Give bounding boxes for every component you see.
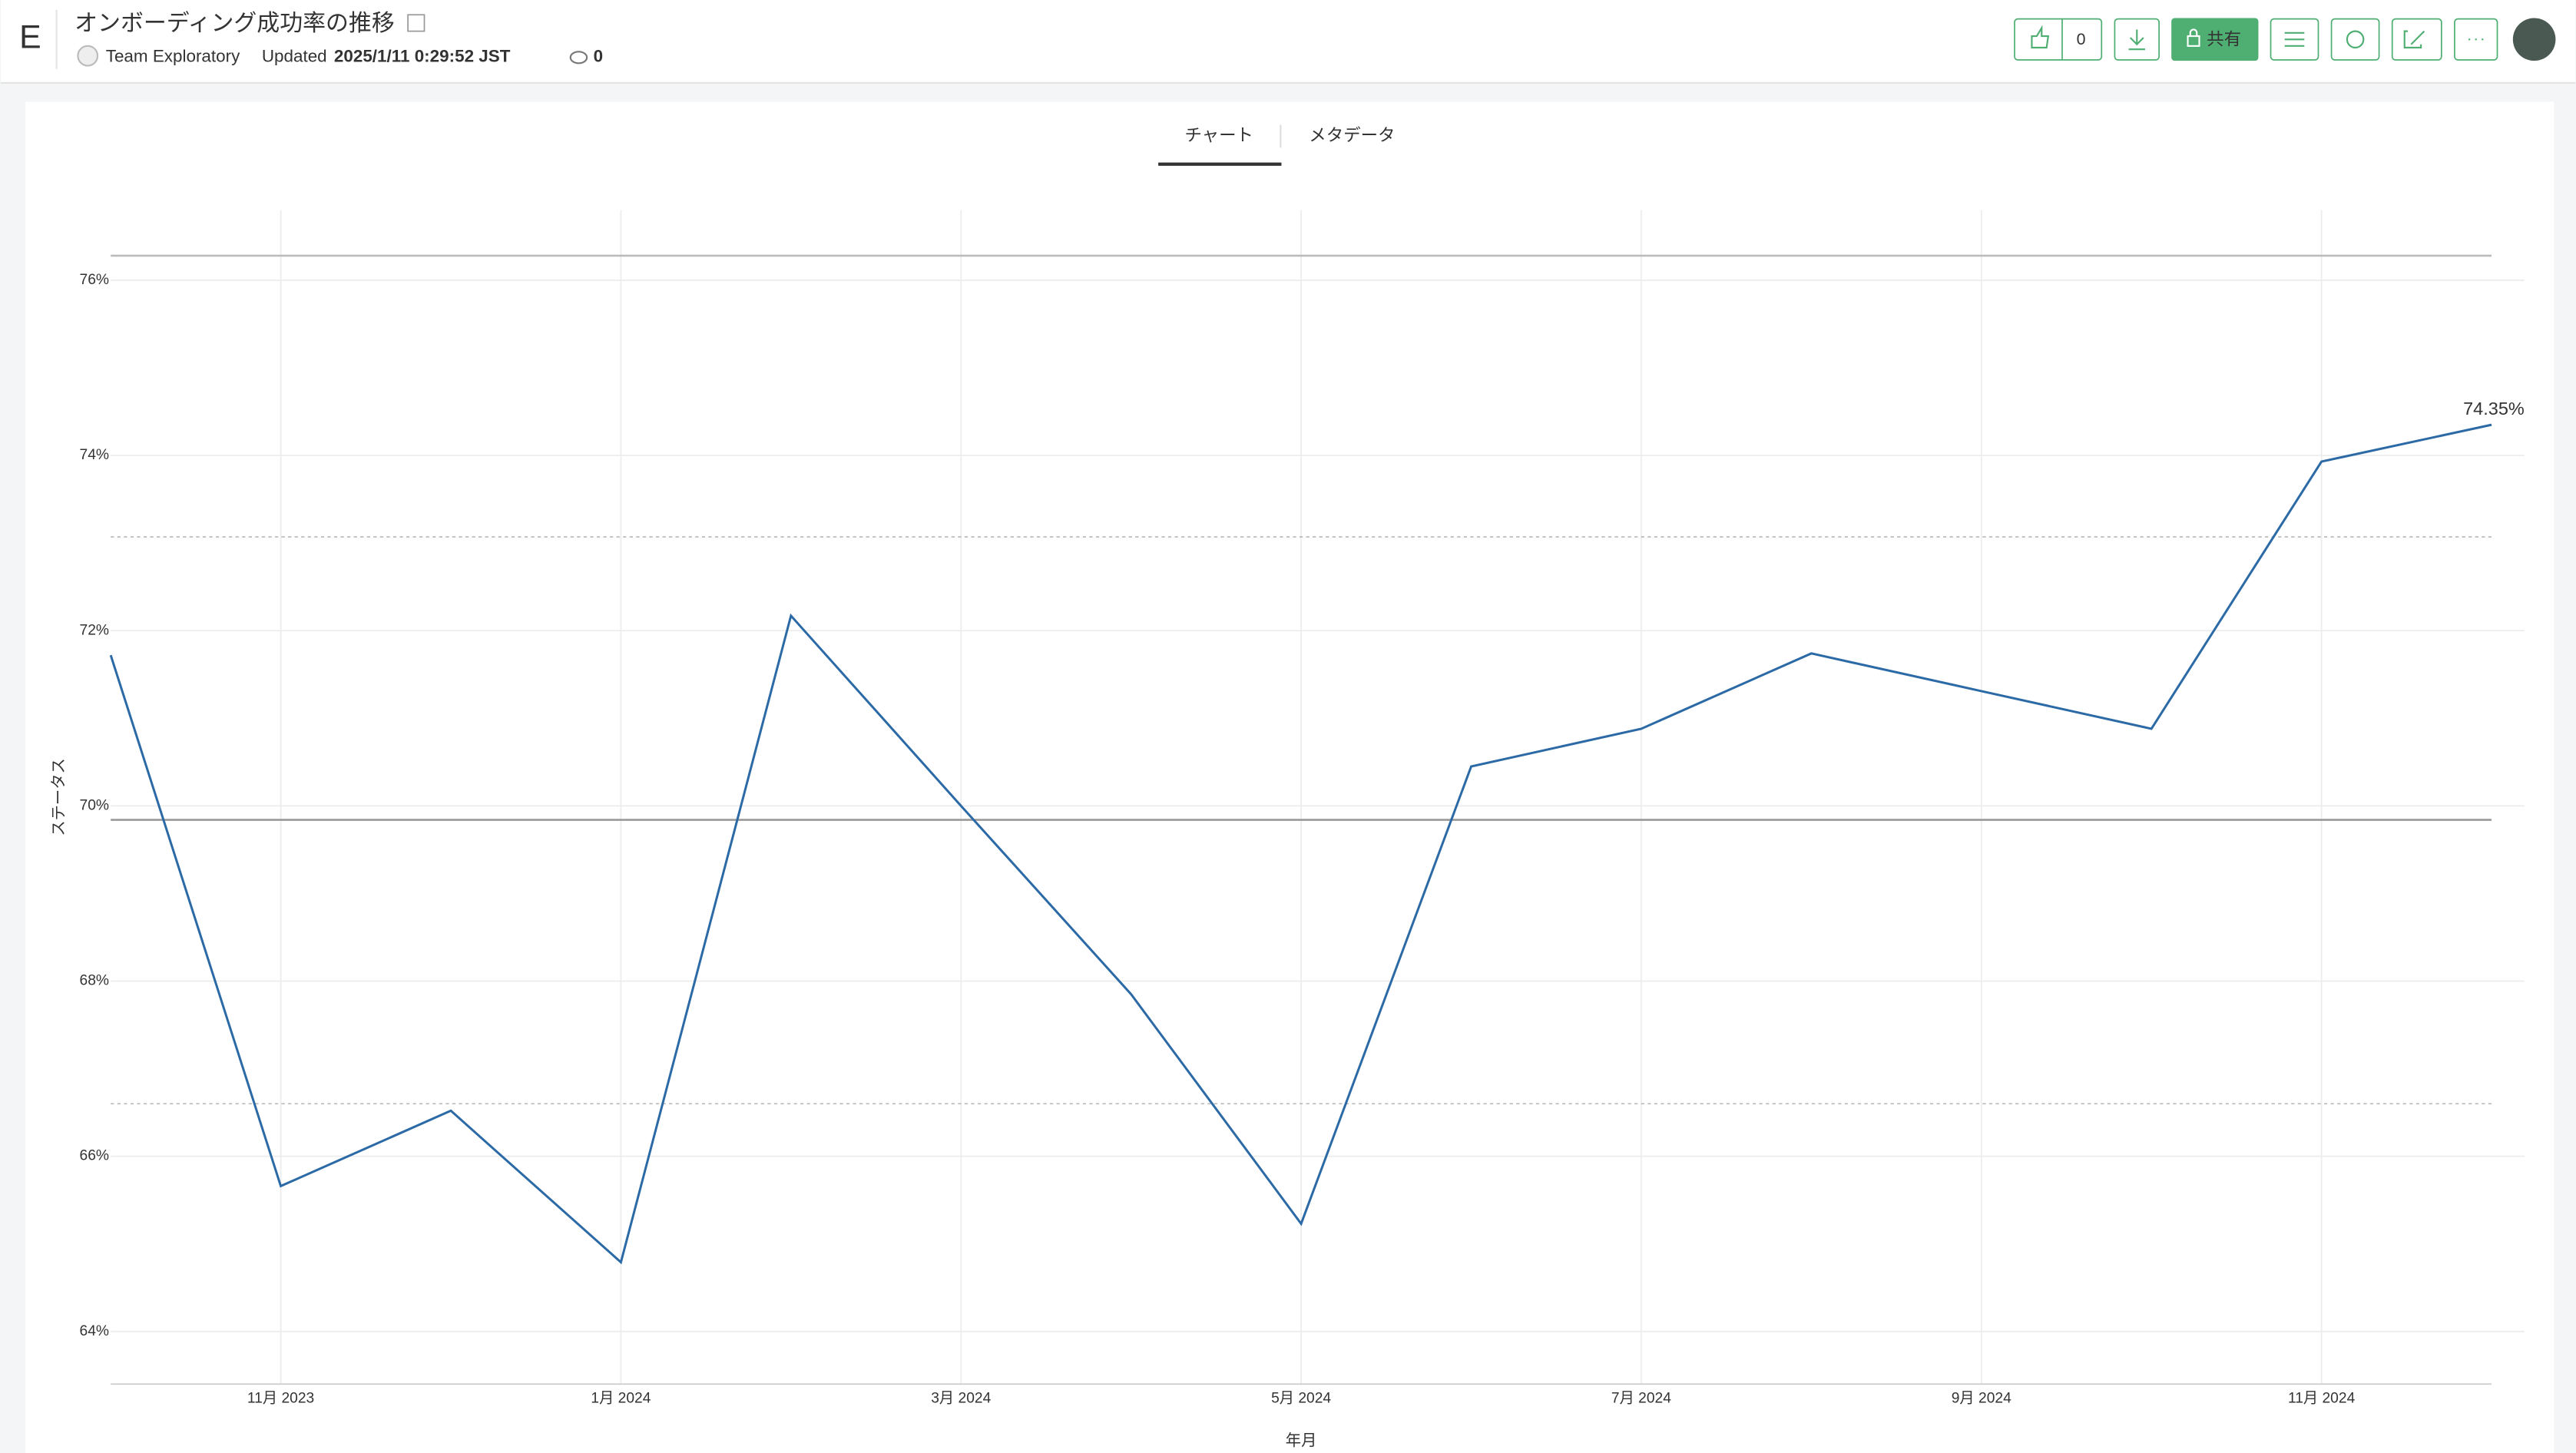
- likes: 0: [2077, 30, 2086, 48]
- team[interactable]: Team Exploratory: [106, 47, 240, 66]
- x-tick-label: 11月 2023: [247, 1391, 314, 1407]
- edit-button[interactable]: [2391, 18, 2442, 61]
- title: オンボーディング成功率の推移: [74, 11, 395, 36]
- share-label: 共有: [2207, 29, 2241, 48]
- y-axis-label: ステータス: [50, 758, 68, 836]
- x-tick-label: 3月 2024: [931, 1391, 991, 1407]
- updated: 2025/1/11 0:29:52 JST: [334, 47, 511, 66]
- avatar[interactable]: [2512, 18, 2556, 61]
- plot: 64% 66% 68% 70% 72% 74% 76% 11月 2023 1月 2024 3月 2…: [50, 210, 2525, 1449]
- chart-card: [25, 101, 2554, 1453]
- line: [109, 423, 2492, 1265]
- more-button[interactable]: [2454, 18, 2498, 61]
- settings-button[interactable]: [2270, 18, 2319, 61]
- tab[interactable]: メタデータ: [1309, 125, 1395, 144]
- tab[interactable]: チャート: [1184, 125, 1253, 144]
- y-tick-label: 66%: [80, 1148, 109, 1164]
- value-label: 74.35%: [2463, 399, 2525, 419]
- updated-label: Updated: [262, 47, 327, 66]
- y-tick-label: 74%: [80, 447, 109, 463]
- x-axis-label: 年月: [1286, 1431, 1317, 1449]
- y-tick-label: 72%: [80, 622, 109, 638]
- views: 0: [594, 47, 603, 66]
- x-tick-label: 9月 2024: [1952, 1391, 2011, 1407]
- y-tick-label: 64%: [80, 1323, 109, 1339]
- x-tick-label: 5月 2024: [1271, 1391, 1331, 1407]
- y-tick-label: 70%: [80, 797, 109, 813]
- logo[interactable]: E: [19, 19, 41, 56]
- x-tick-label: 1月 2024: [591, 1391, 651, 1407]
- team-icon: [77, 45, 99, 67]
- download-button[interactable]: [2114, 18, 2160, 61]
- views-icon: [569, 51, 588, 65]
- share-button[interactable]: [2171, 18, 2259, 61]
- x-tick-label: 7月 2024: [1611, 1391, 1671, 1407]
- y-tick-label: 68%: [80, 973, 109, 989]
- edit-title[interactable]: [407, 14, 425, 32]
- history-button[interactable]: [2330, 18, 2380, 61]
- y-tick-label: 76%: [80, 272, 109, 288]
- like-button[interactable]: [2014, 18, 2103, 61]
- x-tick-label: 11月 2024: [2288, 1391, 2356, 1407]
